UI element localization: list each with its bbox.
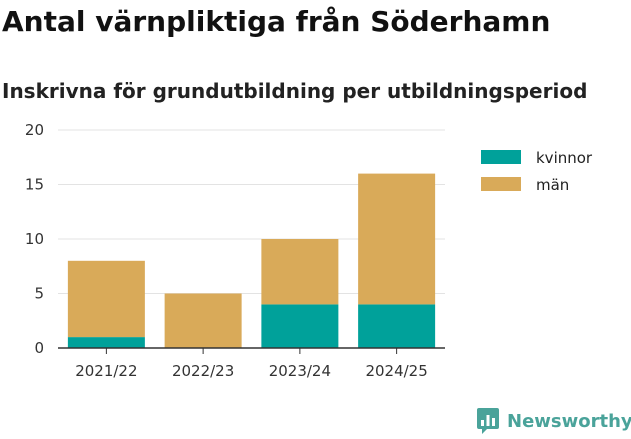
- x-tick-label: 2024/25: [365, 362, 427, 380]
- stacked-bar-chart: 0 5 10 15 20 2021/22 2022/23 2023/24 2024/25 kvin…: [25, 121, 593, 380]
- legend-label: män: [536, 176, 569, 194]
- bar-kvinnor: [67, 337, 145, 348]
- bar-kvinnor: [358, 304, 436, 348]
- chart-subtitle: Inskrivna för grundutbildning per utbild…: [2, 79, 588, 103]
- legend-label: kvinnor: [536, 149, 593, 167]
- y-tick-label: 15: [25, 176, 44, 194]
- y-tick-label: 5: [34, 285, 44, 303]
- x-tick-label: 2023/24: [269, 362, 331, 380]
- y-tick-label: 20: [25, 121, 44, 139]
- bar-man: [67, 260, 145, 338]
- brand-logo: Newsworthy: [476, 407, 631, 435]
- bar-man: [261, 239, 339, 305]
- x-tick-label: 2022/23: [172, 362, 234, 380]
- legend-swatch: [481, 150, 521, 164]
- bar-chart-logo-icon: [477, 408, 499, 434]
- bar-kvinnor: [261, 304, 339, 348]
- legend-swatch: [481, 177, 521, 191]
- chart-title: Antal värnpliktiga från Söderhamn: [2, 5, 551, 38]
- y-tick-label: 0: [34, 339, 44, 357]
- y-tick-label: 10: [25, 230, 44, 248]
- brand-name: Newsworthy: [507, 410, 631, 432]
- bar-man: [164, 293, 242, 348]
- bar-man: [358, 173, 436, 305]
- x-tick-label: 2021/22: [75, 362, 137, 380]
